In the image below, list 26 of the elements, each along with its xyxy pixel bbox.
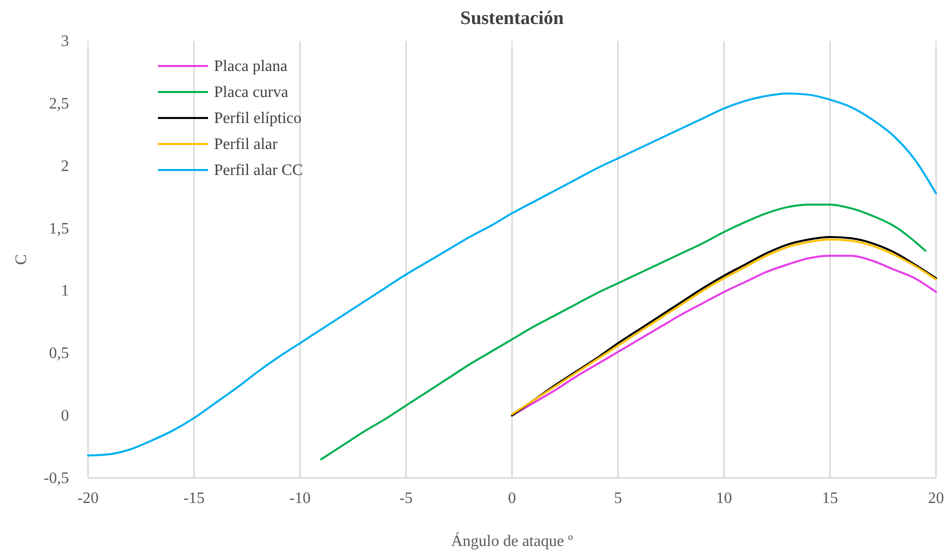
y-tick-label: 2 <box>61 158 69 175</box>
chart-title: Sustentación <box>460 8 564 29</box>
x-tick-label: 10 <box>716 490 732 507</box>
x-tick-label: 20 <box>928 490 944 507</box>
y-tick-label: -0,5 <box>44 470 69 487</box>
y-tick-label: 1 <box>61 282 69 300</box>
x-tick-label: 0 <box>508 490 516 507</box>
x-tick-label: -10 <box>289 490 311 507</box>
line-series <box>320 204 926 460</box>
x-tick-label: 5 <box>614 490 622 507</box>
y-tick-label: 3 <box>61 33 69 50</box>
legend-label: Perfil alar CC <box>214 162 303 179</box>
x-tick-label: -20 <box>77 490 99 507</box>
y-tick-label: 2,5 <box>49 95 69 112</box>
x-axis-title: Ángulo de ataque º <box>451 532 573 550</box>
y-tick-label: 1,5 <box>49 220 69 238</box>
legend-label: Perfil alar <box>214 136 278 153</box>
legend-label: Perfil elíptico <box>214 110 302 127</box>
y-tick-label: 0 <box>61 408 69 425</box>
x-tick-label: 15 <box>822 490 838 507</box>
y-axis-title: C <box>13 254 30 265</box>
x-tick-label: -15 <box>183 490 205 507</box>
y-tick-label: 0,5 <box>49 345 69 362</box>
legend-label: Placa curva <box>214 84 288 101</box>
x-tick-label: -5 <box>399 490 413 507</box>
legend-label: Placa plana <box>214 58 288 75</box>
